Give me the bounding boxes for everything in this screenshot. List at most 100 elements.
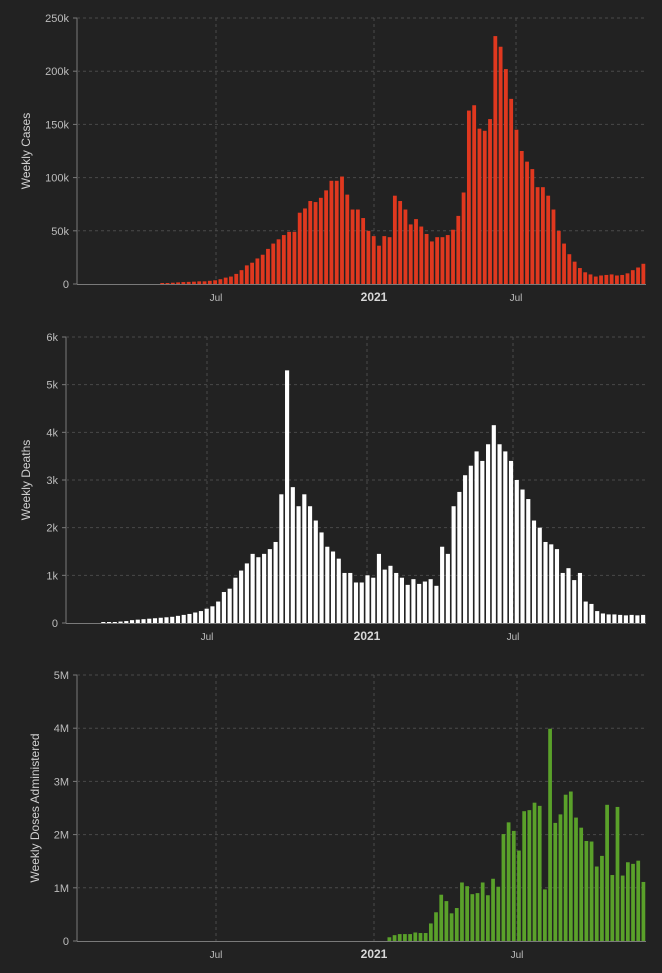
bar-doses[interactable] (517, 850, 521, 941)
bar-deaths[interactable] (371, 577, 376, 623)
bar-cases[interactable] (578, 268, 582, 284)
bar-deaths[interactable] (198, 611, 204, 623)
bar-deaths[interactable] (107, 622, 112, 623)
bar-deaths[interactable] (554, 549, 560, 623)
bar-deaths[interactable] (388, 565, 393, 623)
bar-deaths[interactable] (394, 572, 399, 623)
bar-cases[interactable] (170, 282, 175, 284)
bar-deaths[interactable] (135, 619, 140, 623)
bar-deaths[interactable] (342, 572, 347, 623)
bar-cases[interactable] (377, 245, 381, 284)
bar-deaths[interactable] (503, 451, 508, 623)
bar-doses[interactable] (397, 934, 402, 941)
bar-cases[interactable] (514, 129, 519, 284)
bar-cases[interactable] (366, 230, 371, 284)
bar-doses[interactable] (636, 860, 641, 941)
bar-doses[interactable] (625, 862, 630, 941)
bar-deaths[interactable] (216, 601, 221, 623)
bar-cases[interactable] (345, 194, 350, 284)
bar-cases[interactable] (477, 128, 482, 284)
bar-deaths[interactable] (537, 527, 542, 623)
bar-deaths[interactable] (434, 585, 439, 623)
bar-cases[interactable] (292, 231, 297, 284)
bar-cases[interactable] (435, 237, 440, 284)
bar-cases[interactable] (546, 195, 551, 284)
bar-cases[interactable] (525, 161, 529, 284)
bar-deaths[interactable] (325, 546, 330, 623)
bar-deaths[interactable] (152, 618, 158, 623)
bar-cases[interactable] (588, 274, 593, 284)
bar-cases[interactable] (519, 151, 524, 284)
bar-cases[interactable] (451, 229, 455, 284)
bar-deaths[interactable] (440, 546, 445, 623)
bar-cases[interactable] (324, 190, 329, 284)
bar-cases[interactable] (509, 98, 514, 284)
bar-cases[interactable] (165, 283, 170, 284)
bar-doses[interactable] (470, 894, 475, 941)
bar-doses[interactable] (532, 802, 537, 941)
bar-cases[interactable] (229, 276, 233, 284)
bar-doses[interactable] (548, 728, 552, 941)
bar-cases[interactable] (620, 274, 625, 284)
bar-doses[interactable] (387, 937, 392, 941)
bar-deaths[interactable] (468, 465, 473, 623)
bar-doses[interactable] (491, 878, 495, 941)
bar-deaths[interactable] (187, 613, 192, 623)
bar-deaths[interactable] (463, 475, 468, 623)
bar-doses[interactable] (558, 814, 563, 941)
bar-doses[interactable] (501, 834, 506, 941)
bar-doses[interactable] (423, 933, 428, 941)
bar-cases[interactable] (281, 235, 286, 284)
bar-cases[interactable] (197, 281, 202, 284)
bar-deaths[interactable] (623, 615, 628, 623)
bar-cases[interactable] (266, 248, 270, 284)
bar-deaths[interactable] (330, 551, 336, 624)
bar-deaths[interactable] (353, 582, 359, 623)
bar-cases[interactable] (255, 258, 260, 284)
bar-deaths[interactable] (526, 499, 531, 623)
bar-cases[interactable] (213, 280, 218, 284)
bar-deaths[interactable] (376, 553, 382, 623)
bar-cases[interactable] (403, 209, 408, 284)
bar-cases[interactable] (445, 235, 450, 284)
bar-cases[interactable] (271, 243, 276, 284)
bar-cases[interactable] (398, 201, 403, 284)
bar-deaths[interactable] (399, 577, 404, 623)
bar-cases[interactable] (340, 176, 344, 284)
bar-doses[interactable] (413, 932, 418, 941)
bar-deaths[interactable] (480, 460, 485, 623)
bar-deaths[interactable] (290, 487, 295, 623)
bar-cases[interactable] (530, 169, 535, 284)
bar-deaths[interactable] (641, 614, 646, 623)
bar-deaths[interactable] (474, 451, 479, 623)
bar-deaths[interactable] (572, 580, 577, 623)
bar-cases[interactable] (609, 274, 614, 284)
bar-cases[interactable] (641, 263, 646, 284)
bar-doses[interactable] (460, 882, 464, 941)
bar-doses[interactable] (610, 875, 615, 941)
bar-doses[interactable] (454, 908, 459, 941)
bar-deaths[interactable] (204, 608, 209, 623)
bar-deaths[interactable] (451, 506, 456, 623)
bar-deaths[interactable] (497, 444, 502, 623)
bar-cases[interactable] (625, 273, 630, 284)
bar-doses[interactable] (641, 881, 646, 941)
bar-deaths[interactable] (612, 614, 617, 623)
bar-cases[interactable] (488, 119, 492, 284)
bar-deaths[interactable] (112, 622, 117, 623)
bar-cases[interactable] (218, 279, 223, 284)
bar-doses[interactable] (584, 840, 589, 941)
bar-cases[interactable] (313, 202, 318, 284)
bar-deaths[interactable] (514, 480, 519, 623)
bar-doses[interactable] (527, 810, 532, 941)
bar-cases[interactable] (181, 282, 186, 284)
bar-doses[interactable] (475, 893, 480, 941)
bar-deaths[interactable] (635, 615, 640, 623)
bar-deaths[interactable] (181, 614, 186, 623)
bar-doses[interactable] (579, 827, 584, 941)
bar-cases[interactable] (371, 236, 376, 284)
bar-cases[interactable] (482, 130, 487, 284)
bar-cases[interactable] (176, 282, 180, 284)
bar-cases[interactable] (207, 280, 212, 284)
bar-cases[interactable] (287, 231, 292, 284)
